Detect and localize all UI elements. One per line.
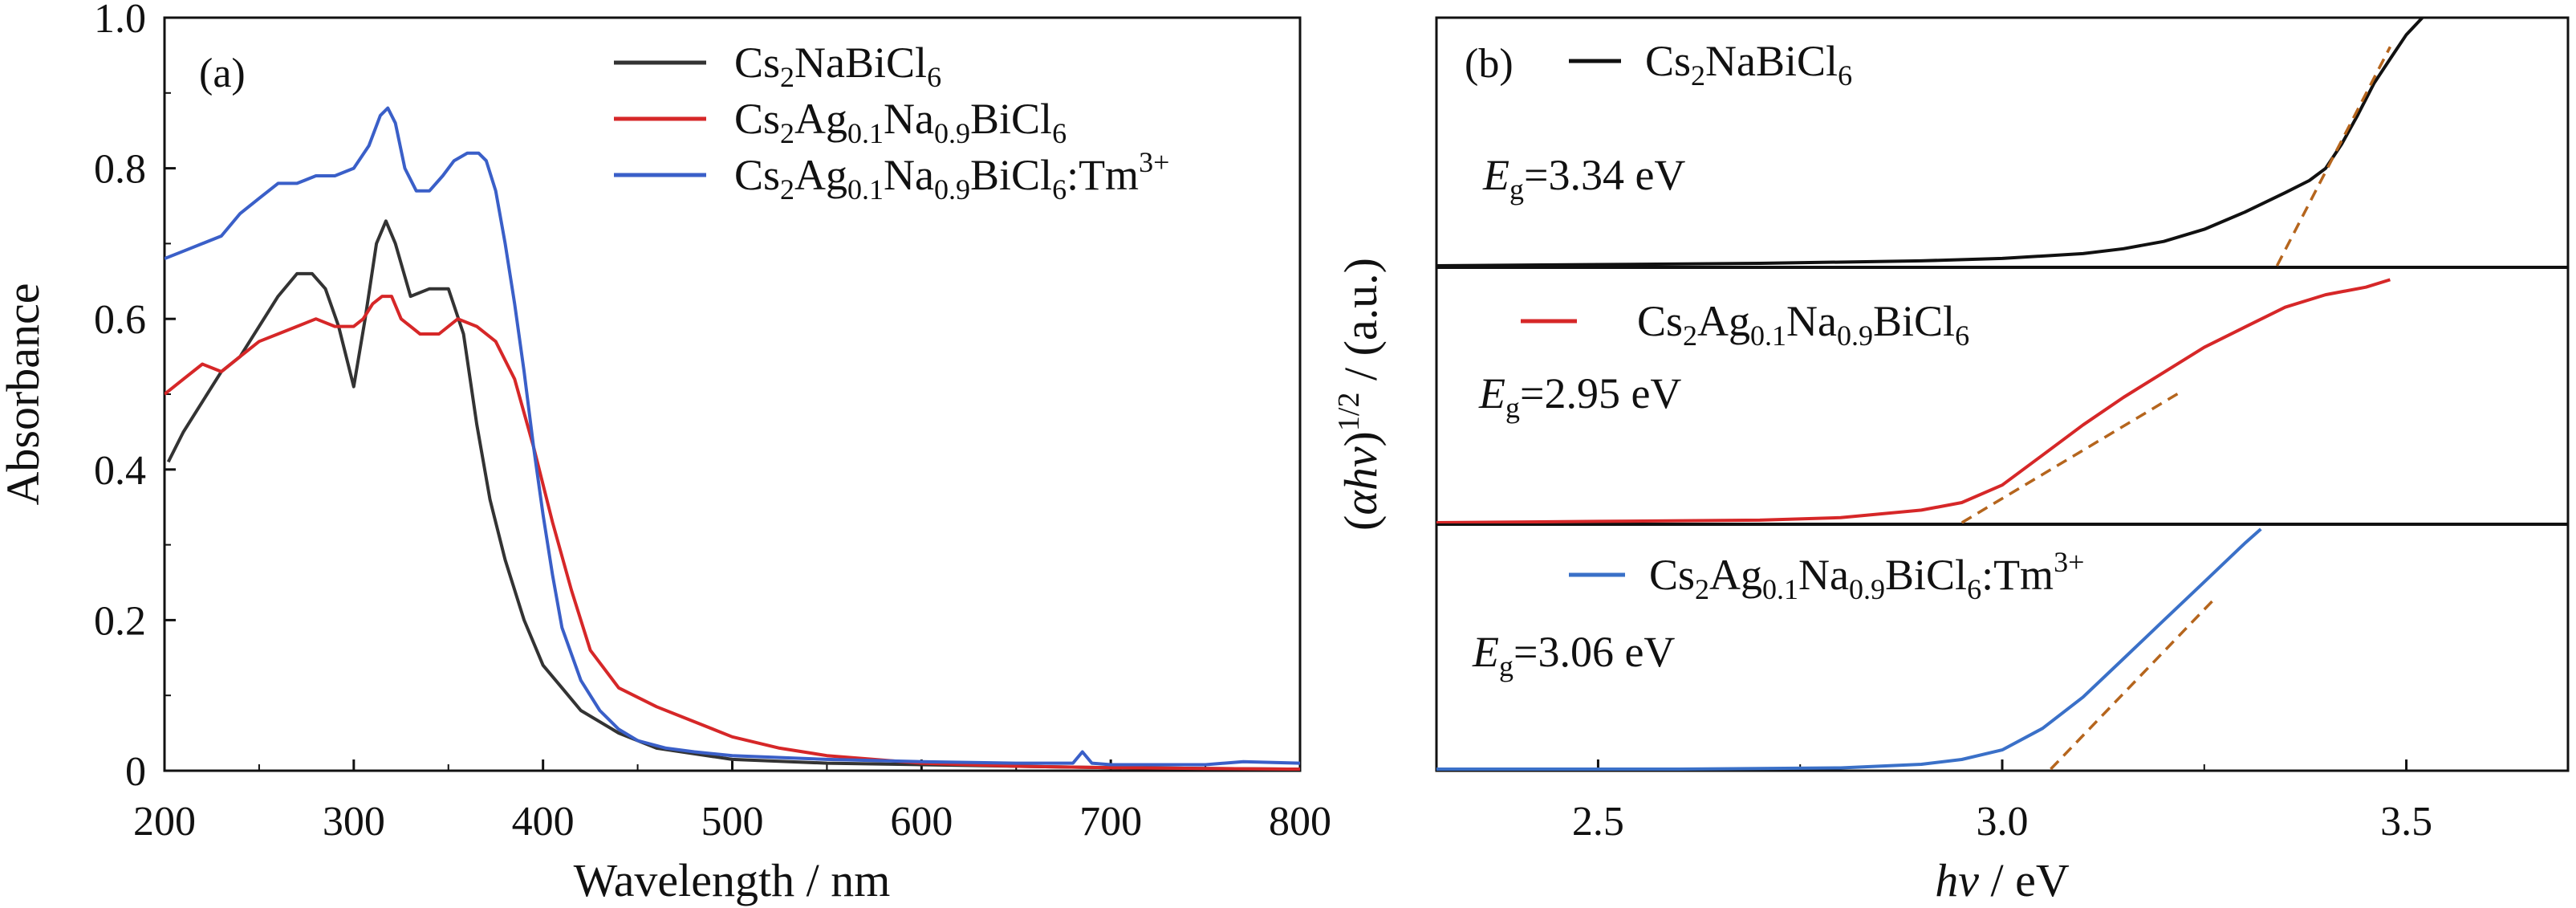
- x-tick-label: 300: [323, 799, 385, 845]
- series-line-cs2nabicl6: [166, 219, 1300, 771]
- subpanel-cs2nabicl6: [1436, 18, 2424, 267]
- legend-label-b-cs2agnabicl6-tm: Cs2Ag0.1Na0.9BiCl6:Tm3+: [1649, 546, 2084, 605]
- b-x-tick-label: 3.5: [2380, 799, 2432, 845]
- panel-b-series: [1436, 18, 2424, 771]
- y-tick-label: 0.2: [94, 598, 146, 644]
- y-tick-label: 0: [125, 749, 146, 795]
- b-x-tick-label: 3.0: [1977, 799, 2029, 845]
- panel-b-ticks: 2.5 3.0 3.5: [1572, 759, 2432, 845]
- subpanel-cs2agnabicl6: [1436, 278, 2391, 523]
- subpanel-cs2agnabicl6-tm: [1436, 527, 2262, 771]
- x-tick-label: 200: [133, 799, 196, 845]
- series-line-b-cs2agnabicl6-tm: [1436, 527, 2262, 771]
- legend-label-cs2agnabicl6: Cs2Ag0.1Na0.9BiCl6: [734, 95, 1067, 149]
- tauc-fit-line-cs2agnabicl6: [1960, 391, 2181, 523]
- legend-label-b-cs2nabicl6: Cs2NaBiCl6: [1645, 37, 1852, 92]
- panel-b-x-axis-title: hν / eV: [1935, 854, 2070, 906]
- panel-a-legend: Cs2NaBiCl6 Cs2Ag0.1Na0.9BiCl6 Cs2Ag0.1Na…: [614, 39, 1169, 206]
- y-tick-label: 0.6: [94, 297, 146, 343]
- panel-b-label: (b): [1465, 41, 1514, 87]
- series-line-b-cs2nabicl6: [1436, 18, 2424, 267]
- series-line-cs2agnabicl6: [165, 295, 1300, 771]
- eg-label-cs2agnabicl6-tm: Eg=3.06 eV: [1472, 628, 1675, 682]
- x-tick-label: 600: [890, 799, 953, 845]
- panel-b: 2.5 3.0 3.5 (b) Cs2NaBiCl6 Eg=3.34 eV Cs2A…: [1332, 16, 2570, 906]
- panel-a-series: [165, 106, 1300, 771]
- x-tick-label: 500: [701, 799, 764, 845]
- y-tick-label: 1.0: [94, 0, 146, 42]
- eg-label-cs2nabicl6: Eg=3.34 eV: [1482, 151, 1685, 206]
- series-line-b-cs2agnabicl6: [1436, 278, 2391, 523]
- panel-a-x-axis-title: Wavelength / nm: [574, 854, 891, 906]
- panel-b-y-axis-title: (αhν)1/2 / (a.u.): [1332, 258, 1387, 531]
- y-tick-label: 0.8: [94, 147, 146, 193]
- legend-label-cs2nabicl6: Cs2NaBiCl6: [734, 39, 941, 93]
- x-tick-label: 400: [512, 799, 575, 845]
- tauc-fit-line-cs2nabicl6: [2275, 46, 2391, 267]
- panel-a: 200 300 400 500 600 700 800 0 0.2 0.4 0.6 0.8 1.0 (a…: [0, 0, 1331, 906]
- legend-label-b-cs2agnabicl6: Cs2Ag0.1Na0.9BiCl6: [1637, 297, 1969, 352]
- x-tick-label: 700: [1079, 799, 1142, 845]
- panel-a-ticks: 200 300 400 500 600 700 800 0 0.2 0.4 0.6 0.8 1.0: [94, 0, 1331, 845]
- panel-a-label: (a): [199, 51, 246, 96]
- series-line-cs2agnabicl6-tm: [165, 106, 1300, 767]
- tauc-fit-line-cs2agnabicl6-tm: [2050, 600, 2214, 771]
- panel-a-y-axis-title: Absorbance: [0, 283, 49, 505]
- panel-a-frame: [163, 16, 1302, 772]
- legend-label-cs2agnabicl6-tm: Cs2Ag0.1Na0.9BiCl6:Tm3+: [734, 146, 1169, 206]
- eg-label-cs2agnabicl6: Eg=2.95 eV: [1478, 369, 1681, 424]
- y-tick-label: 0.4: [94, 448, 146, 494]
- b-x-tick-label: 2.5: [1572, 799, 1624, 845]
- x-tick-label: 800: [1269, 799, 1331, 845]
